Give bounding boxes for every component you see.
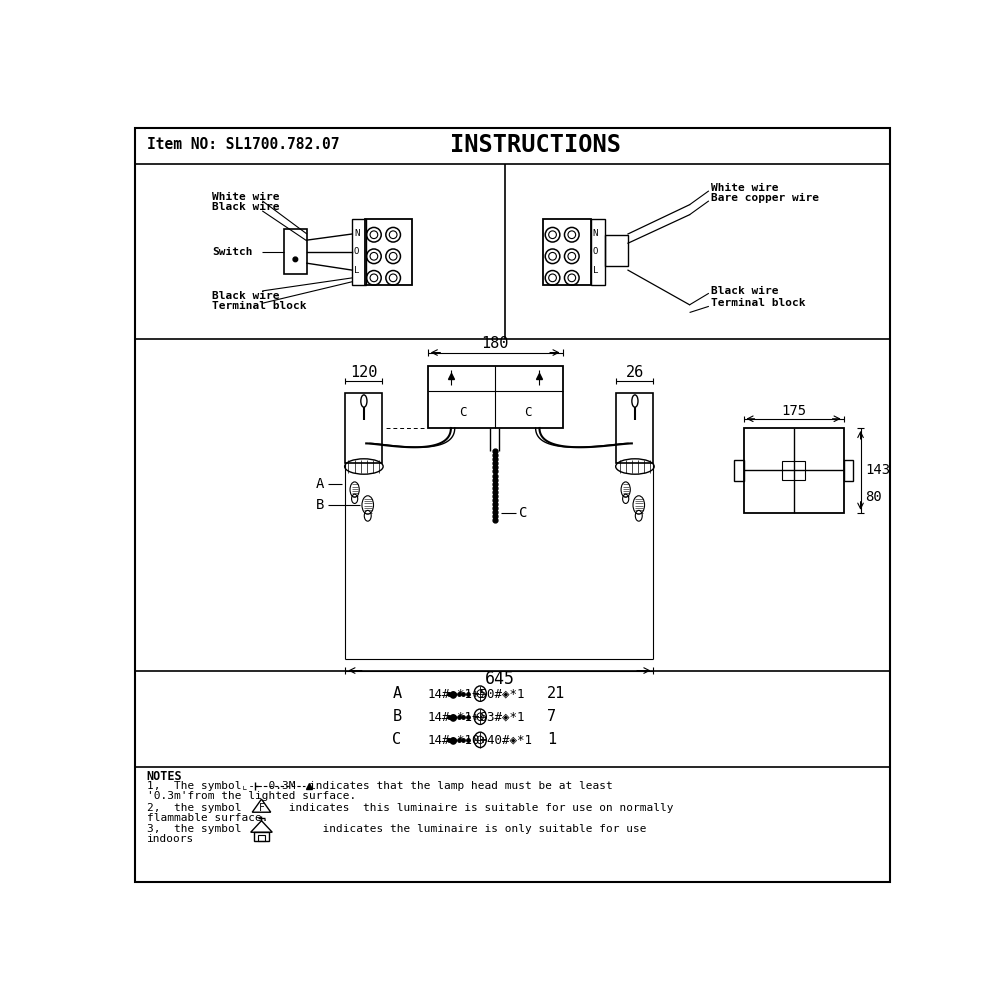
Text: 14#●*10+40#◈*1: 14#●*10+40#◈*1 [428, 733, 533, 746]
Text: 26: 26 [626, 365, 644, 380]
Text: A: A [392, 686, 402, 701]
Bar [744, 428, 844, 513]
Text: 7: 7 [547, 709, 556, 724]
Text: 14#●*1+63#◈*1: 14#●*1+63#◈*1 [428, 710, 525, 723]
Text: L: L [593, 266, 598, 275]
Text: N: N [593, 229, 598, 238]
Bar [258, 835, 265, 841]
Text: 80: 80 [865, 490, 882, 504]
Text: O: O [593, 247, 598, 256]
Bar [352, 219, 366, 285]
Bar [591, 219, 605, 285]
Text: 645: 645 [484, 670, 514, 688]
Text: '0.3m'from the lighted surface.: '0.3m'from the lighted surface. [147, 791, 356, 801]
Bar [365, 219, 412, 285]
Bar [734, 460, 744, 481]
Bar [284, 229, 307, 274]
Text: B: B [315, 498, 324, 512]
Text: Bare copper wire: Bare copper wire [711, 193, 819, 203]
Text: C: C [519, 506, 528, 520]
Text: 180: 180 [481, 336, 508, 351]
Text: C: C [524, 406, 532, 419]
Bar [605, 235, 628, 266]
Text: 143: 143 [865, 463, 890, 477]
Text: A: A [315, 477, 324, 491]
Text: White wire: White wire [212, 192, 280, 202]
Text: Terminal block: Terminal block [711, 298, 806, 308]
Circle shape [293, 257, 298, 262]
Text: Black wire: Black wire [212, 202, 280, 212]
Bar [543, 219, 591, 285]
Text: 14#●*1+50#◈*1: 14#●*1+50#◈*1 [428, 687, 525, 700]
Bar [844, 460, 853, 481]
Text: C: C [459, 406, 466, 419]
Bar [254, 832, 269, 841]
Bar [428, 366, 563, 428]
Text: NOTES: NOTES [147, 770, 182, 783]
Text: 1,  The symbol⌞---0.3M  indicates that the lamp head must be at least: 1, The symbol⌞---0.3M indicates that the… [147, 781, 612, 791]
Text: White wire: White wire [711, 183, 779, 193]
Text: indoors: indoors [147, 834, 194, 844]
Bar [782, 461, 805, 480]
Text: 3,  the symbol            indicates the luminaire is only suitable for use: 3, the symbol indicates the luminaire is… [147, 824, 646, 834]
Text: 175: 175 [781, 404, 806, 418]
Text: O: O [354, 247, 359, 256]
Text: N: N [354, 229, 359, 238]
Bar [616, 393, 653, 463]
Text: Black wire: Black wire [711, 286, 779, 296]
Text: B: B [392, 709, 402, 724]
Text: 2,  the symbol       indicates  this luminaire is suitable for use on normally: 2, the symbol indicates this luminaire i… [147, 803, 673, 813]
Text: L: L [354, 266, 359, 275]
Text: 21: 21 [547, 686, 565, 701]
Text: F: F [259, 803, 264, 813]
Text: Black wire: Black wire [212, 291, 280, 301]
Text: Switch: Switch [212, 247, 253, 257]
Text: flammable surface.: flammable surface. [147, 813, 268, 823]
Text: C: C [392, 732, 402, 747]
Text: 1: 1 [547, 732, 556, 747]
Text: Terminal block: Terminal block [212, 301, 307, 311]
Text: 120: 120 [350, 365, 378, 380]
Bar [345, 393, 382, 463]
Text: INSTRUCTIONS: INSTRUCTIONS [450, 133, 621, 157]
Text: Item NO: SL1700.782.07: Item NO: SL1700.782.07 [147, 137, 339, 152]
